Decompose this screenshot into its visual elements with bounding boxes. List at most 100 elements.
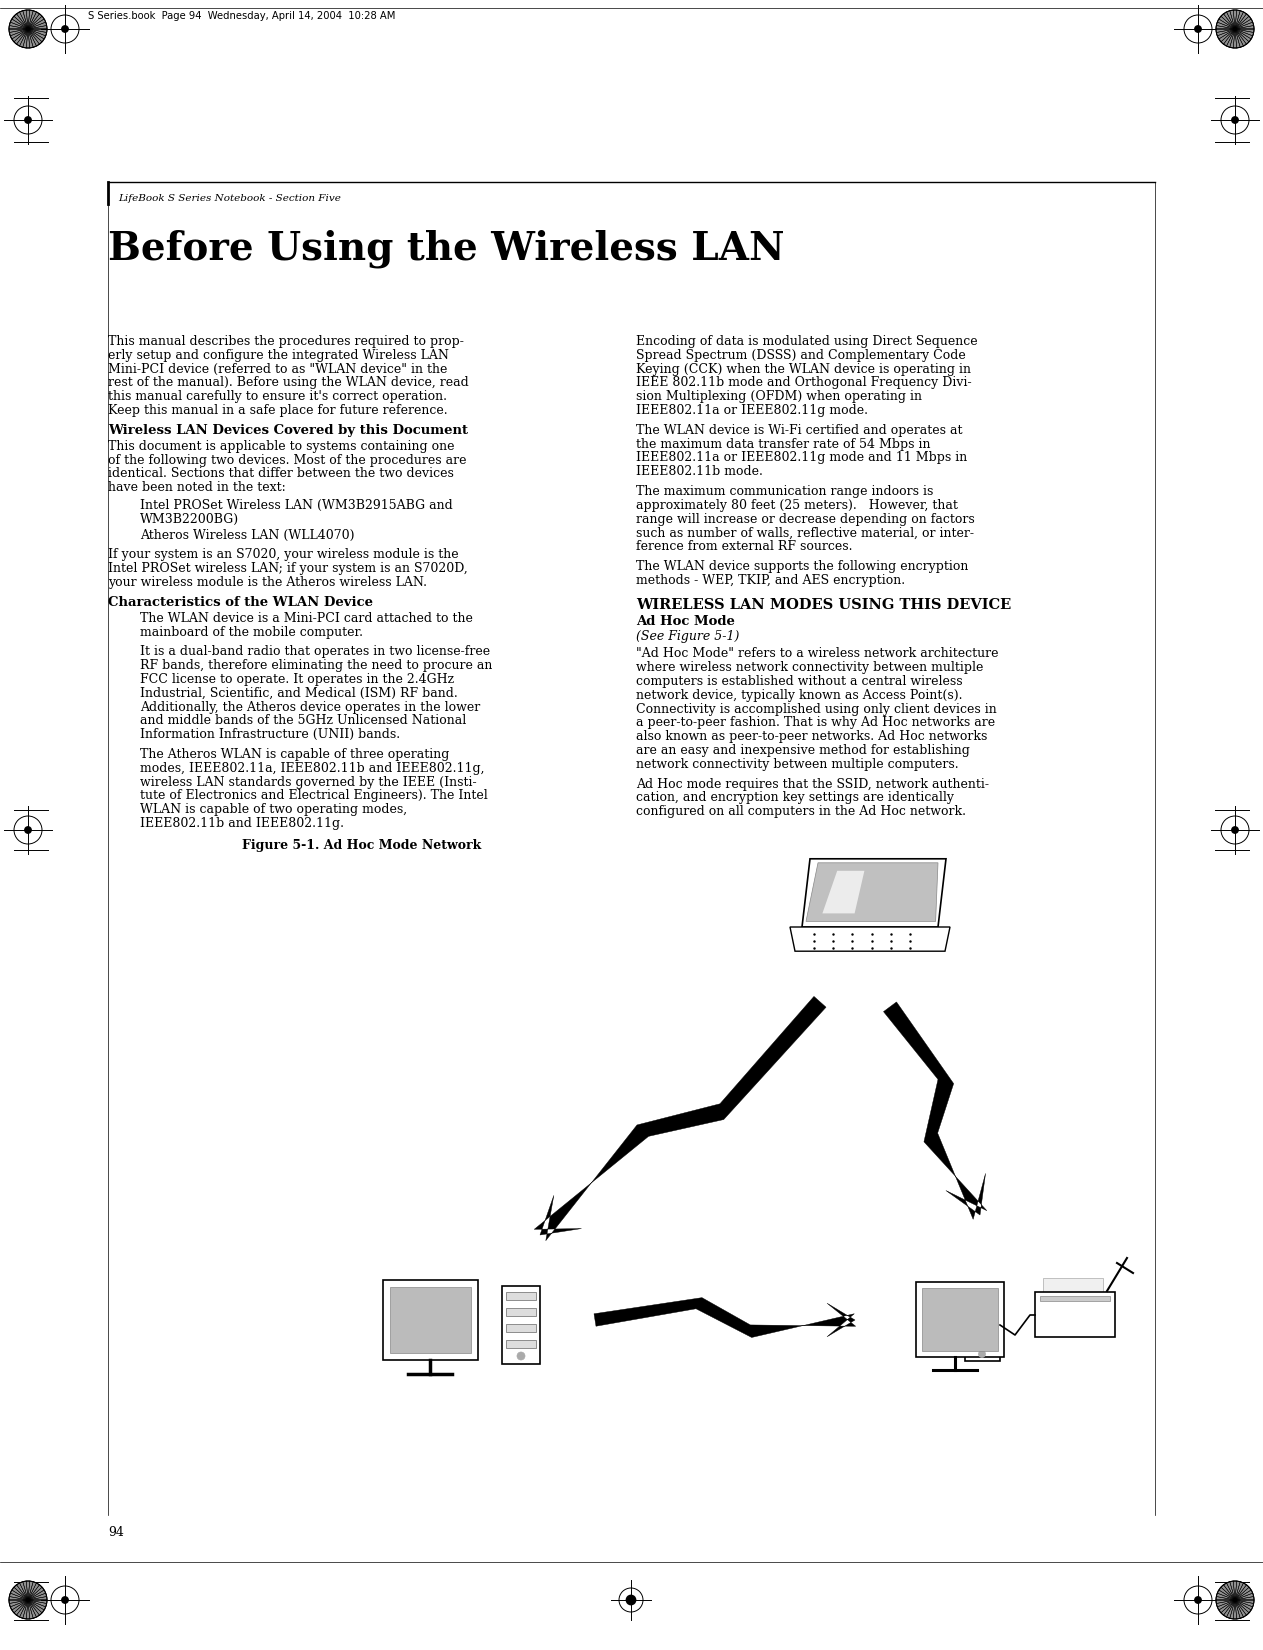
Text: computers is established without a central wireless: computers is established without a centr… xyxy=(637,675,962,688)
Polygon shape xyxy=(594,1297,855,1338)
Text: Mini-PCI device (referred to as "WLAN device" in the: Mini-PCI device (referred to as "WLAN de… xyxy=(109,363,447,376)
Text: This document is applicable to systems containing one: This document is applicable to systems c… xyxy=(109,441,455,452)
Text: It is a dual-band radio that operates in two license-free: It is a dual-band radio that operates in… xyxy=(140,645,490,658)
Circle shape xyxy=(625,1594,637,1605)
Text: identical. Sections that differ between the two devices: identical. Sections that differ between … xyxy=(109,467,453,480)
Circle shape xyxy=(1216,1581,1254,1619)
Text: erly setup and configure the integrated Wireless LAN: erly setup and configure the integrated … xyxy=(109,348,448,361)
Circle shape xyxy=(61,25,69,33)
Text: cation, and encryption key settings are identically: cation, and encryption key settings are … xyxy=(637,792,954,805)
Text: S Series.book  Page 94  Wednesday, April 14, 2004  10:28 AM: S Series.book Page 94 Wednesday, April 1… xyxy=(88,12,395,21)
Text: Connectivity is accomplished using only client devices in: Connectivity is accomplished using only … xyxy=(637,703,997,716)
Text: IEEE802.11b mode.: IEEE802.11b mode. xyxy=(637,465,763,478)
Text: Intel PROSet Wireless LAN (WM3B2915ABG and: Intel PROSet Wireless LAN (WM3B2915ABG a… xyxy=(140,498,452,512)
Bar xyxy=(916,1282,1004,1356)
Bar xyxy=(969,1310,997,1317)
Text: have been noted in the text:: have been noted in the text: xyxy=(109,482,285,495)
Bar xyxy=(1043,1279,1103,1299)
Bar xyxy=(506,1292,536,1300)
Text: "Ad Hoc Mode" refers to a wireless network architecture: "Ad Hoc Mode" refers to a wireless netwo… xyxy=(637,647,999,660)
Text: Figure 5-1. Ad Hoc Mode Network: Figure 5-1. Ad Hoc Mode Network xyxy=(242,838,481,851)
Circle shape xyxy=(24,116,32,124)
Text: network device, typically known as Access Point(s).: network device, typically known as Acces… xyxy=(637,688,962,701)
Circle shape xyxy=(1231,116,1239,124)
Text: Intel PROSet wireless LAN; if your system is an S7020D,: Intel PROSet wireless LAN; if your syste… xyxy=(109,563,467,576)
Text: and middle bands of the 5GHz Unlicensed National: and middle bands of the 5GHz Unlicensed … xyxy=(140,714,466,728)
Polygon shape xyxy=(822,871,864,914)
Text: The WLAN device is a Mini-PCI card attached to the: The WLAN device is a Mini-PCI card attac… xyxy=(140,612,472,625)
Text: WIRELESS LAN MODES USING THIS DEVICE: WIRELESS LAN MODES USING THIS DEVICE xyxy=(637,597,1012,612)
Text: Ad Hoc mode requires that the SSID, network authenti-: Ad Hoc mode requires that the SSID, netw… xyxy=(637,777,989,790)
Text: sion Multiplexing (OFDM) when operating in: sion Multiplexing (OFDM) when operating … xyxy=(637,389,922,403)
Circle shape xyxy=(61,1596,69,1604)
Bar xyxy=(501,1285,541,1365)
Text: rest of the manual). Before using the WLAN device, read: rest of the manual). Before using the WL… xyxy=(109,376,469,389)
Bar xyxy=(383,1280,477,1360)
Text: of the following two devices. Most of the procedures are: of the following two devices. Most of th… xyxy=(109,454,466,467)
Polygon shape xyxy=(802,858,946,927)
Text: IEEE802.11a or IEEE802.11g mode and 11 Mbps in: IEEE802.11a or IEEE802.11g mode and 11 M… xyxy=(637,452,967,464)
Bar xyxy=(922,1289,998,1351)
Text: Ad Hoc Mode: Ad Hoc Mode xyxy=(637,614,735,627)
Text: the maximum data transfer rate of 54 Mbps in: the maximum data transfer rate of 54 Mbp… xyxy=(637,437,931,450)
Bar xyxy=(1039,1295,1110,1300)
Text: The WLAN device is Wi-Fi certified and operates at: The WLAN device is Wi-Fi certified and o… xyxy=(637,424,962,437)
Polygon shape xyxy=(534,997,826,1241)
Text: RF bands, therefore eliminating the need to procure an: RF bands, therefore eliminating the need… xyxy=(140,660,493,672)
Text: The maximum communication range indoors is: The maximum communication range indoors … xyxy=(637,485,933,498)
Text: This manual describes the procedures required to prop-: This manual describes the procedures req… xyxy=(109,335,464,348)
Circle shape xyxy=(1194,1596,1202,1604)
Text: mainboard of the mobile computer.: mainboard of the mobile computer. xyxy=(140,625,362,639)
Text: where wireless network connectivity between multiple: where wireless network connectivity betw… xyxy=(637,662,984,675)
Text: WLAN is capable of two operating modes,: WLAN is capable of two operating modes, xyxy=(140,804,407,817)
Text: Atheros Wireless LAN (WLL4070): Atheros Wireless LAN (WLL4070) xyxy=(140,528,355,541)
Polygon shape xyxy=(806,863,938,921)
Text: are an easy and inexpensive method for establishing: are an easy and inexpensive method for e… xyxy=(637,744,970,757)
Circle shape xyxy=(517,1351,525,1360)
Text: configured on all computers in the Ad Hoc network.: configured on all computers in the Ad Ho… xyxy=(637,805,966,818)
Text: IEEE802.11a or IEEE802.11g mode.: IEEE802.11a or IEEE802.11g mode. xyxy=(637,404,868,417)
Bar xyxy=(506,1308,536,1317)
Text: Keep this manual in a safe place for future reference.: Keep this manual in a safe place for fut… xyxy=(109,404,447,417)
Bar xyxy=(390,1287,471,1353)
Text: this manual carefully to ensure it's correct operation.: this manual carefully to ensure it's cor… xyxy=(109,389,447,403)
Polygon shape xyxy=(884,1002,986,1219)
Text: modes, IEEE802.11a, IEEE802.11b and IEEE802.11g,: modes, IEEE802.11a, IEEE802.11b and IEEE… xyxy=(140,762,485,776)
Bar xyxy=(1034,1292,1115,1336)
Bar xyxy=(969,1295,997,1302)
Bar xyxy=(965,1289,1000,1361)
Text: Industrial, Scientific, and Medical (ISM) RF band.: Industrial, Scientific, and Medical (ISM… xyxy=(140,686,457,700)
Bar xyxy=(506,1340,536,1348)
Text: IEEE 802.11b mode and Orthogonal Frequency Divi-: IEEE 802.11b mode and Orthogonal Frequen… xyxy=(637,376,971,389)
Text: The WLAN device supports the following encryption: The WLAN device supports the following e… xyxy=(637,559,969,573)
Text: Before Using the Wireless LAN: Before Using the Wireless LAN xyxy=(109,229,784,269)
Text: Information Infrastructure (UNII) bands.: Information Infrastructure (UNII) bands. xyxy=(140,728,400,741)
Text: FCC license to operate. It operates in the 2.4GHz: FCC license to operate. It operates in t… xyxy=(140,673,455,686)
Text: tute of Electronics and Electrical Engineers). The Intel: tute of Electronics and Electrical Engin… xyxy=(140,789,488,802)
Circle shape xyxy=(1216,10,1254,48)
Circle shape xyxy=(1231,827,1239,833)
Circle shape xyxy=(24,827,32,833)
Text: also known as peer-to-peer networks. Ad Hoc networks: also known as peer-to-peer networks. Ad … xyxy=(637,731,988,742)
Bar xyxy=(506,1323,536,1332)
Text: range will increase or decrease depending on factors: range will increase or decrease dependin… xyxy=(637,513,975,526)
Text: network connectivity between multiple computers.: network connectivity between multiple co… xyxy=(637,757,959,771)
Text: If your system is an S7020, your wireless module is the: If your system is an S7020, your wireles… xyxy=(109,548,458,561)
Text: approximately 80 feet (25 meters).   However, that: approximately 80 feet (25 meters). Howev… xyxy=(637,498,957,512)
Circle shape xyxy=(1194,25,1202,33)
Text: Characteristics of the WLAN Device: Characteristics of the WLAN Device xyxy=(109,596,373,609)
Text: 94: 94 xyxy=(109,1526,124,1538)
Text: Wireless LAN Devices Covered by this Document: Wireless LAN Devices Covered by this Doc… xyxy=(109,424,469,437)
Text: such as number of walls, reflective material, or inter-: such as number of walls, reflective mate… xyxy=(637,526,974,540)
Text: Encoding of data is modulated using Direct Sequence: Encoding of data is modulated using Dire… xyxy=(637,335,978,348)
Text: IEEE802.11b and IEEE802.11g.: IEEE802.11b and IEEE802.11g. xyxy=(140,817,344,830)
Bar xyxy=(969,1325,997,1332)
Text: The Atheros WLAN is capable of three operating: The Atheros WLAN is capable of three ope… xyxy=(140,747,450,761)
Text: Spread Spectrum (DSSS) and Complementary Code: Spread Spectrum (DSSS) and Complementary… xyxy=(637,348,966,361)
Text: your wireless module is the Atheros wireless LAN.: your wireless module is the Atheros wire… xyxy=(109,576,427,589)
Text: ference from external RF sources.: ference from external RF sources. xyxy=(637,540,853,553)
Circle shape xyxy=(979,1350,985,1358)
Text: wireless LAN standards governed by the IEEE (Insti-: wireless LAN standards governed by the I… xyxy=(140,776,476,789)
Text: Additionally, the Atheros device operates in the lower: Additionally, the Atheros device operate… xyxy=(140,701,480,713)
Text: Keying (CCK) when the WLAN device is operating in: Keying (CCK) when the WLAN device is ope… xyxy=(637,363,971,376)
